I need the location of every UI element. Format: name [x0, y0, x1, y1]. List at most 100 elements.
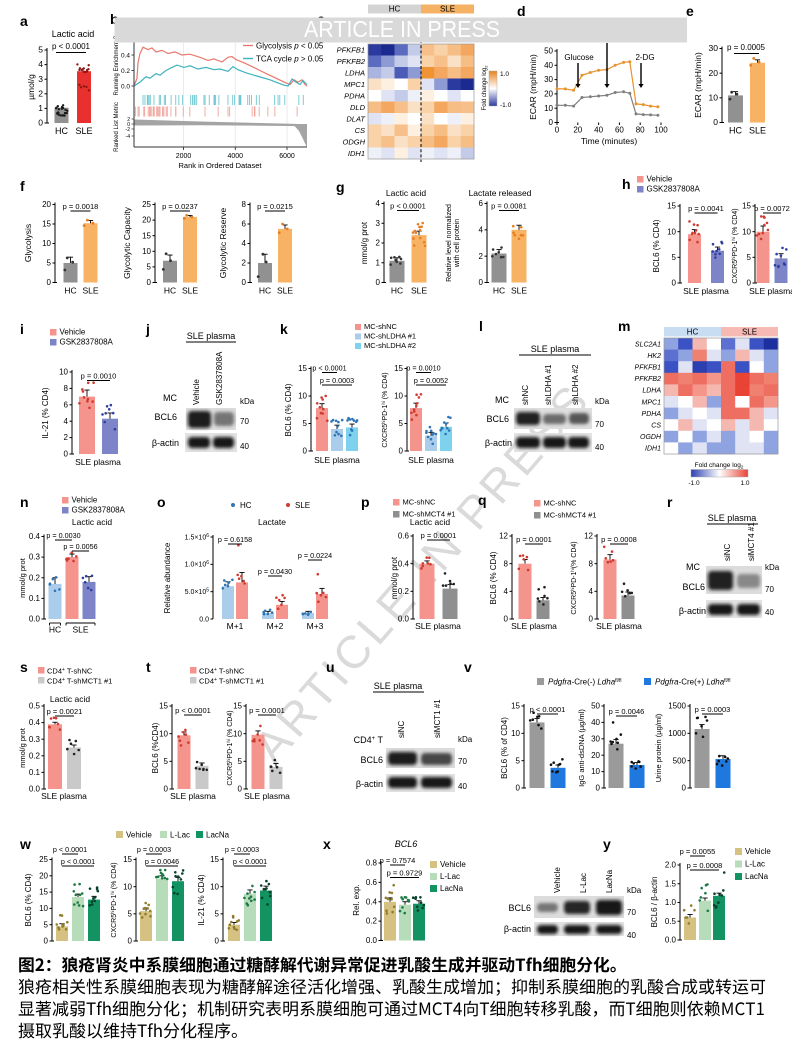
svg-text:SLE plasma: SLE plasma [596, 621, 642, 631]
svg-text:15: 15 [742, 202, 751, 211]
svg-text:i: i [20, 321, 24, 337]
svg-text:siMCT1 #1: siMCT1 #1 [433, 699, 442, 738]
svg-text:Time (minutes): Time (minutes) [581, 136, 638, 146]
svg-text:µmol/g: µmol/g [26, 74, 36, 100]
svg-text:6: 6 [242, 220, 247, 229]
svg-text:s: s [20, 659, 28, 675]
svg-text:60: 60 [615, 126, 624, 135]
svg-text:j: j [145, 321, 150, 337]
svg-text:0: 0 [399, 447, 404, 456]
svg-text:m: m [618, 318, 630, 334]
svg-text:0.2: 0.2 [398, 587, 410, 596]
svg-text:15: 15 [667, 202, 676, 211]
svg-text:CS: CS [355, 126, 365, 135]
svg-text:BCL6 (% CD4): BCL6 (% CD4) [652, 219, 661, 272]
svg-text:10: 10 [709, 92, 719, 102]
svg-text:Glycolysis p < 0.05: Glycolysis p < 0.05 [256, 42, 324, 51]
svg-text:0.0: 0.0 [366, 936, 378, 945]
svg-text:PFKFB2: PFKFB2 [337, 57, 366, 66]
svg-text:0.6: 0.6 [366, 878, 378, 887]
svg-text:mmol/g prot: mmol/g prot [18, 727, 27, 768]
svg-text:MC-shLDHA #2: MC-shLDHA #2 [364, 341, 416, 350]
svg-text:with cell protein: with cell protein [454, 219, 461, 268]
svg-text:PDHA: PDHA [344, 91, 365, 100]
svg-text:BCL6 / β-actin: BCL6 / β-actin [650, 877, 659, 928]
svg-text:40: 40 [627, 931, 636, 940]
svg-text:2: 2 [38, 88, 43, 98]
svg-text:0: 0 [242, 278, 247, 287]
svg-text:0.0: 0.0 [121, 83, 130, 90]
svg-text:10: 10 [742, 227, 751, 236]
svg-text:β-actin: β-actin [485, 438, 512, 448]
svg-text:SLE plasma: SLE plasma [75, 457, 121, 467]
svg-text:10: 10 [39, 904, 48, 913]
svg-text:MC-shNC: MC-shNC [403, 498, 436, 507]
svg-text:Rel. exp.: Rel. exp. [352, 884, 361, 916]
svg-text:Vehicle: Vehicle [745, 847, 771, 856]
svg-text:kDa: kDa [627, 886, 642, 895]
svg-text:Relative level normalized: Relative level normalized [446, 204, 453, 282]
svg-text:SLE plasma: SLE plasma [531, 344, 580, 354]
svg-text:L-Lac: L-Lac [170, 831, 190, 840]
svg-text:40: 40 [765, 608, 774, 617]
svg-text:Glycolytic Reserve: Glycolytic Reserve [218, 208, 228, 279]
svg-text:SLE plasma: SLE plasma [187, 331, 236, 341]
svg-text:BCL6: BCL6 [360, 755, 383, 765]
svg-text:BCL6: BCL6 [486, 414, 509, 424]
svg-text:BCL6 (% CD4): BCL6 (% CD4) [24, 873, 33, 926]
svg-text:MPC1: MPC1 [642, 399, 662, 406]
svg-text:a: a [20, 13, 28, 29]
svg-text:BCL6 (%CD4): BCL6 (%CD4) [151, 722, 160, 773]
svg-text:40: 40 [458, 782, 467, 791]
svg-text:MC: MC [686, 562, 700, 572]
svg-text:15: 15 [123, 855, 132, 864]
svg-text:SLE: SLE [749, 126, 766, 136]
svg-text:β-actin: β-actin [356, 779, 383, 789]
svg-text:LDHA: LDHA [345, 68, 365, 77]
svg-text:1000: 1000 [668, 729, 686, 738]
svg-text:p = 0.0072: p = 0.0072 [754, 204, 790, 213]
svg-text:MC-shMCT4 #1: MC-shMCT4 #1 [544, 511, 597, 520]
svg-text:20: 20 [573, 126, 582, 135]
svg-text:IL-21 (% CD4): IL-21 (% CD4) [197, 874, 206, 925]
svg-text:Ranked List Metric: Ranked List Metric [114, 102, 120, 152]
svg-text:2: 2 [479, 252, 484, 261]
svg-text:IDH1: IDH1 [348, 149, 365, 158]
svg-text:SLC2A1: SLC2A1 [635, 341, 661, 348]
svg-text:5: 5 [672, 253, 677, 262]
svg-text:Vehicle: Vehicle [126, 831, 152, 840]
svg-text:CD4+ T-shNC: CD4+ T-shNC [47, 667, 93, 676]
svg-text:CD4+ T: CD4+ T [354, 735, 384, 745]
svg-text:p < 0.0001: p < 0.0001 [233, 857, 267, 866]
svg-text:0.0: 0.0 [398, 615, 410, 624]
svg-text:1.0: 1.0 [665, 898, 677, 907]
svg-text:15: 15 [159, 702, 168, 711]
svg-text:15: 15 [210, 855, 219, 864]
svg-text:ECAR (mpH/min): ECAR (mpH/min) [528, 54, 538, 120]
svg-text:500: 500 [673, 756, 687, 765]
svg-text:12: 12 [584, 532, 593, 541]
svg-text:p = 0.7574: p = 0.7574 [380, 856, 416, 865]
svg-text:p = 0.0224: p = 0.0224 [298, 551, 332, 560]
svg-text:SLE: SLE [182, 286, 198, 296]
svg-text:0.0: 0.0 [665, 936, 677, 945]
svg-text:BCL6 (% CD4): BCL6 (% CD4) [489, 551, 498, 604]
svg-text:HC: HC [493, 286, 505, 296]
svg-text:30: 30 [709, 43, 719, 53]
svg-text:HC: HC [55, 126, 68, 136]
svg-text:40: 40 [591, 718, 600, 727]
svg-text:10: 10 [42, 239, 51, 248]
svg-text:5: 5 [164, 757, 169, 766]
svg-text:IL-21 (% CD4): IL-21 (% CD4) [41, 387, 50, 438]
svg-text:p = 0.9729: p = 0.9729 [387, 868, 423, 877]
svg-text:0.2: 0.2 [29, 751, 41, 760]
svg-text:kDa: kDa [595, 397, 610, 406]
svg-text:70: 70 [458, 757, 467, 766]
svg-text:10: 10 [298, 392, 307, 401]
svg-text:shLDHA #1: shLDHA #1 [544, 364, 553, 405]
svg-text:4: 4 [504, 587, 509, 596]
svg-text:p = 0.0001: p = 0.0001 [516, 535, 552, 544]
svg-text:ARTICLE IN PRESS: ARTICLE IN PRESS [304, 16, 500, 42]
svg-text:SLE plasma: SLE plasma [374, 681, 423, 691]
svg-text:0.6: 0.6 [398, 532, 410, 541]
